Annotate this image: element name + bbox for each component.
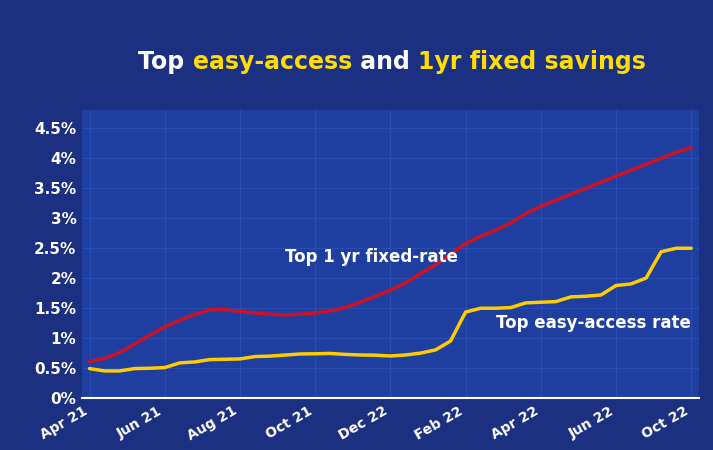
Text: Top 1 yr fixed-rate: Top 1 yr fixed-rate <box>285 248 458 266</box>
Text: Top easy-access rate: Top easy-access rate <box>496 314 690 332</box>
Text: 1yr fixed savings: 1yr fixed savings <box>419 50 646 73</box>
Text: Top: Top <box>138 50 193 73</box>
Text: easy-access: easy-access <box>193 50 352 73</box>
Text: and: and <box>352 50 419 73</box>
